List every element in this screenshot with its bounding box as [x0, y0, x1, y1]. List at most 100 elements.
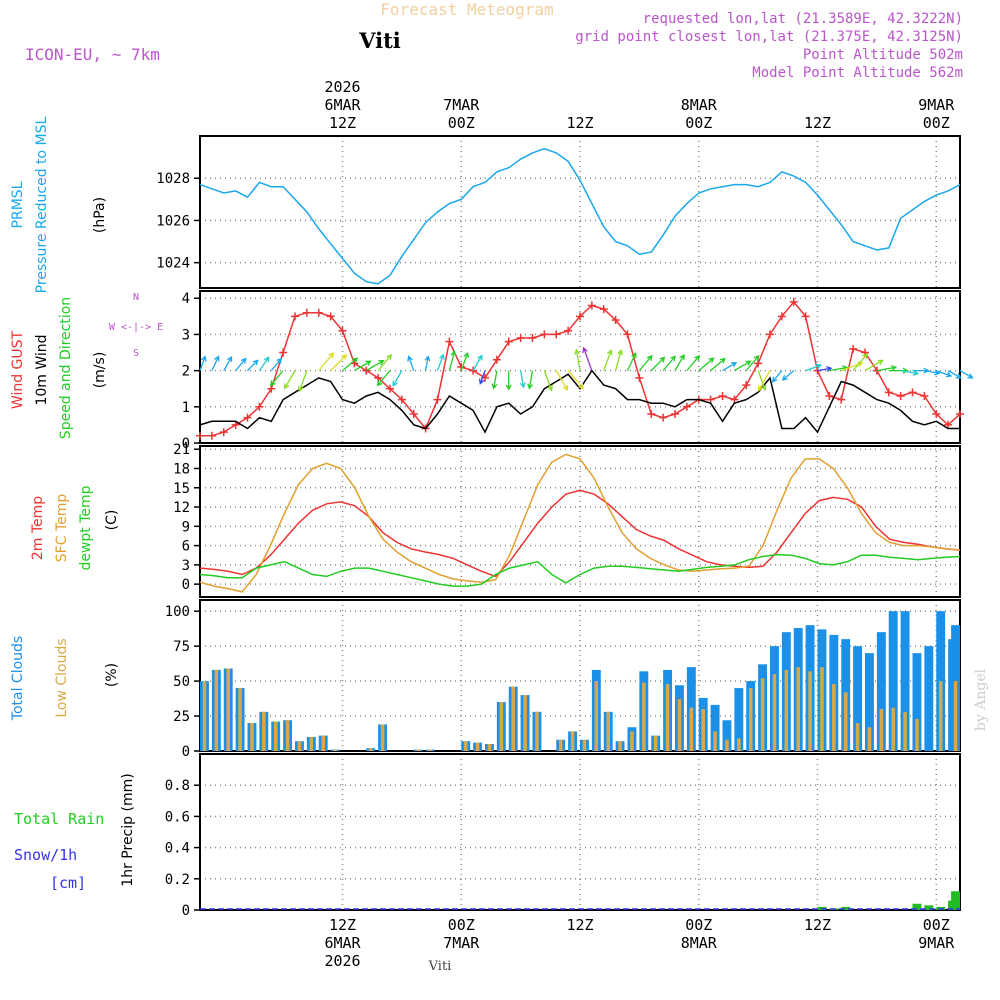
wind-direction-arrow — [757, 370, 771, 392]
temp-ytick-label-2: 6 — [182, 539, 190, 555]
gust-marker — [789, 297, 798, 306]
gust-marker — [908, 388, 917, 397]
total-cloud-bar — [734, 688, 744, 751]
temp-ytick-label-7: 21 — [173, 442, 190, 458]
low-cloud-bar — [784, 669, 789, 751]
wind-direction-arrow — [298, 370, 308, 393]
low-cloud-bar — [309, 737, 314, 751]
wind-direction-arrow — [543, 370, 553, 392]
bottom-time-label-0-0: 12Z — [329, 916, 356, 934]
cloud-ytick-label-1: 25 — [173, 709, 190, 725]
gust-marker — [825, 391, 834, 400]
wind-direction-arrow — [698, 357, 715, 372]
gust-marker — [231, 420, 240, 429]
wind-label-1: Wind GUST — [10, 330, 26, 409]
wind-direction-arrow — [436, 353, 445, 371]
wind-direction-arrow — [460, 351, 470, 371]
low-cloud-bar — [653, 735, 658, 751]
precip-labels: Total Rain Snow/1h [cm] 1hr Precip (mm) — [14, 773, 136, 892]
wind-direction-arrow — [710, 357, 726, 372]
top-time-label-5-0: 9MAR — [918, 96, 955, 114]
top-time-label-5-1: 00Z — [923, 114, 950, 132]
low-cloud-bar — [618, 741, 622, 751]
rain-bar — [924, 905, 934, 910]
wind-direction-arrow — [235, 357, 247, 372]
wind-direction-arrow — [342, 357, 359, 372]
rain-bar — [951, 891, 960, 910]
low-cloud-bar — [772, 674, 777, 751]
gust-marker — [564, 326, 573, 335]
wind-direction-arrow — [674, 353, 685, 371]
low-cloud-bar — [558, 739, 563, 751]
precip-frame — [199, 753, 961, 911]
gust-marker — [777, 312, 786, 321]
gust-marker — [837, 395, 846, 404]
wind-direction-arrow — [662, 355, 676, 372]
pressure-labels: PRMSL Pressure Reduced to MSL (hPa) — [10, 116, 108, 293]
wind-direction-arrow — [330, 353, 348, 372]
low-cloud-bar — [214, 669, 219, 751]
low-cloud-bar — [226, 668, 230, 751]
precip-panel: 0 0.2 0.4 0.6 0.8 — [165, 753, 961, 919]
low-cloud-bar — [582, 739, 587, 751]
temp-ytick-label-1: 3 — [182, 558, 190, 574]
cloud-label-2: Low Clouds — [54, 638, 70, 717]
bottom-time-label-3-0: 00Z — [685, 916, 712, 934]
precip-unit: 1hr Precip (mm) — [120, 773, 136, 886]
low-cloud-bar — [333, 749, 337, 751]
wind-ytick-label-0: 0 — [182, 436, 190, 452]
gust-marker — [647, 410, 656, 419]
wind-direction-arrow — [574, 348, 581, 371]
wind-direction-arrow — [472, 354, 483, 371]
wind-direction-arrow — [491, 370, 498, 390]
low-cloud-bar — [630, 731, 634, 751]
wind-direction-arrow — [505, 370, 512, 391]
low-cloud-bar — [368, 748, 373, 751]
gust-marker — [956, 410, 964, 419]
temp-labels: 2m Temp SFC Temp dewpt Temp (C) — [30, 485, 120, 570]
wind-direction-arrow — [817, 366, 833, 372]
low-cloud-bar — [285, 720, 290, 751]
precip-ytick-label-1: 0.2 — [165, 872, 190, 888]
temp-frame — [199, 445, 961, 598]
wind-direction-arrow — [947, 370, 962, 379]
low-cloud-bar — [915, 718, 919, 751]
wind-speed-line — [199, 369, 960, 434]
wind-frame — [199, 290, 961, 444]
low-cloud-bar — [891, 707, 895, 751]
rain-bar — [841, 906, 851, 910]
bottom-time-label-1-1: 7MAR — [443, 934, 480, 952]
bottom-time-label-1-0: 00Z — [448, 916, 475, 934]
gust-marker — [730, 395, 739, 404]
wind-direction-arrow — [888, 367, 909, 374]
temp-ytick-label-4: 12 — [173, 500, 190, 516]
low-cloud-bar — [665, 683, 670, 751]
low-cloud-bar — [642, 682, 646, 751]
wind-unit: (m/s) — [92, 352, 108, 389]
temp-2m-line — [199, 489, 961, 578]
low-cloud-bar — [953, 681, 958, 751]
total-cloud-bar — [876, 632, 886, 751]
wind-direction-arrow — [223, 355, 233, 371]
low-cloud-bar — [535, 711, 539, 751]
wind-direction-arrow — [781, 370, 795, 381]
gust-marker — [338, 326, 347, 335]
wind-ytick-label-4: 4 — [182, 291, 190, 307]
temp-unit: (C) — [104, 510, 120, 531]
low-cloud-bar — [250, 723, 254, 751]
total-cloud-bar — [888, 611, 898, 751]
gust-marker — [279, 348, 288, 357]
pressure-unit: (hPa) — [92, 197, 108, 233]
low-cloud-bar — [820, 667, 824, 751]
low-cloud-bar — [475, 742, 480, 751]
footer-location: Viti — [428, 959, 452, 974]
cloud-labels: Total Clouds Low Clouds (%) — [10, 636, 120, 721]
low-cloud-bar — [273, 721, 278, 751]
wind-direction-arrow — [448, 350, 457, 371]
wind-direction-arrow — [805, 363, 823, 372]
wind-direction-arrow — [614, 349, 623, 371]
gust-marker — [302, 308, 311, 317]
gust-marker — [504, 337, 513, 346]
wind-direction-arrow — [864, 359, 884, 372]
